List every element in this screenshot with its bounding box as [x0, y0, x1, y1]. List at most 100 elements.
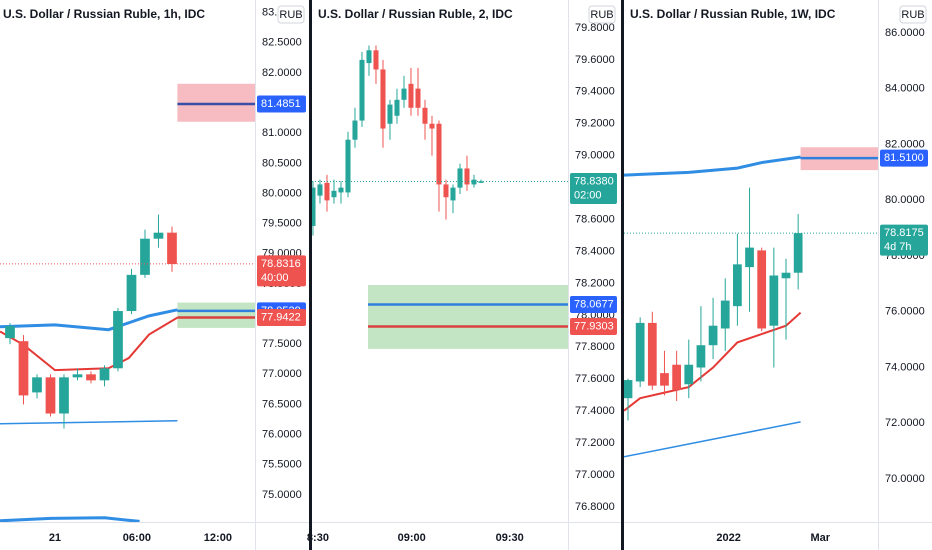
candle-body	[324, 182, 330, 201]
candle-body	[624, 380, 633, 399]
countdown-label: 02:00	[574, 189, 602, 201]
y-tick-label: 77.0000	[262, 368, 302, 380]
candle-body	[708, 325, 718, 346]
candle-body	[429, 123, 435, 129]
candle-body	[720, 300, 730, 329]
price-tag-label: 81.4851	[261, 98, 301, 110]
candle-body	[99, 368, 110, 381]
y-tick-label: 86.0000	[885, 27, 925, 39]
panel-separator	[621, 0, 624, 550]
candle-body	[464, 168, 470, 185]
price-tag	[570, 318, 617, 336]
countdown-label: 4d 7h	[884, 241, 912, 253]
candle-body	[684, 364, 694, 385]
price-tag	[257, 255, 306, 287]
chart-panel: U.S. Dollar / Russian Ruble, 2, IDC 76.80…	[307, 0, 621, 550]
plot-area	[312, 45, 568, 349]
candle-body	[647, 322, 657, 386]
candle-body	[450, 187, 456, 201]
candle-body	[436, 123, 442, 185]
candle-body	[394, 99, 400, 116]
price-tag	[570, 296, 617, 314]
moving-average	[624, 421, 801, 458]
y-tick-label: 77.8000	[575, 341, 615, 353]
price-zone	[368, 285, 568, 349]
price-tag-label: 78.8380	[574, 175, 614, 187]
candle-body	[745, 247, 754, 268]
y-tick-label: 78.2000	[575, 277, 615, 289]
price-tag-label: 77.9422	[261, 311, 301, 323]
candle-body	[86, 374, 96, 381]
candle-body	[140, 238, 150, 275]
candle-body	[338, 187, 344, 193]
plot-area	[624, 147, 878, 458]
y-tick-label: 76.0000	[885, 306, 925, 318]
y-tick-label: 77.2000	[575, 437, 615, 449]
candle-body	[331, 190, 337, 198]
candle-body	[635, 322, 645, 382]
candle-body	[312, 187, 316, 226]
candle-body	[696, 345, 706, 368]
candle-body	[113, 311, 123, 369]
currency-label: RUB	[901, 9, 924, 21]
chart-title: U.S. Dollar / Russian Ruble, 1W, IDC	[630, 7, 836, 21]
y-tick-label: 79.6000	[575, 54, 615, 66]
y-tick-label: 81.0000	[262, 127, 302, 139]
candle-body	[366, 50, 372, 64]
y-tick-label: 77.5000	[262, 338, 302, 350]
candle-body	[32, 377, 42, 393]
y-tick-label: 74.0000	[885, 361, 925, 373]
candle-body	[733, 264, 742, 307]
candle-body	[415, 88, 421, 108]
candle-body	[793, 233, 803, 273]
y-tick-label: 80.5000	[262, 157, 302, 169]
candle-body	[373, 50, 379, 70]
chart-panel: U.S. Dollar / Russian Ruble, 1W, IDC 70.0…	[624, 0, 932, 550]
candle-body	[387, 104, 393, 124]
y-tick-label: 77.0000	[575, 469, 615, 481]
x-tick-label: 09:30	[496, 532, 524, 544]
moving-average	[624, 155, 801, 177]
price-tag	[880, 149, 928, 167]
y-tick-label: 79.0000	[575, 150, 615, 162]
candle-body	[408, 83, 414, 108]
price-tag	[257, 309, 306, 327]
price-zone	[177, 302, 255, 328]
price-tag	[880, 224, 928, 256]
currency-label: RUB	[590, 9, 613, 21]
price-tag-label: 81.5100	[884, 152, 924, 164]
price-tag	[570, 173, 617, 205]
x-tick-label: 8:30	[307, 532, 329, 544]
currency-badge	[899, 5, 927, 24]
candle-body	[5, 326, 15, 339]
y-tick-label: 80.0000	[885, 194, 925, 206]
y-tick-label: 75.0000	[262, 489, 302, 501]
plot-area	[0, 83, 255, 522]
price-tag-label: 78.0677	[574, 298, 614, 310]
y-tick-label: 80.0000	[262, 187, 302, 199]
y-tick-label: 76.5000	[262, 398, 302, 410]
candle-body	[443, 184, 449, 198]
x-tick-label: 06:00	[123, 532, 151, 544]
candle-body	[352, 120, 358, 140]
candle-body	[359, 59, 365, 121]
chart-panel: U.S. Dollar / Russian Ruble, 1h, IDC 75.0…	[0, 0, 310, 550]
candle-body	[457, 168, 463, 188]
x-tick-label: Mar	[810, 532, 830, 544]
currency-badge	[277, 5, 305, 24]
candle-body	[345, 139, 351, 193]
y-tick-label: 79.8000	[575, 22, 615, 34]
y-tick-label: 75.5000	[262, 459, 302, 471]
candle-body	[167, 232, 177, 265]
candle-body	[317, 184, 323, 196]
candle-body	[757, 250, 767, 329]
candle-body	[153, 232, 164, 239]
x-tick-label: 21	[49, 532, 61, 544]
y-tick-label: 79.0000	[262, 248, 302, 260]
currency-badge	[588, 5, 616, 24]
candle-body	[18, 341, 29, 396]
x-tick-label: 12:00	[204, 532, 232, 544]
y-tick-label: 79.2000	[575, 118, 615, 130]
